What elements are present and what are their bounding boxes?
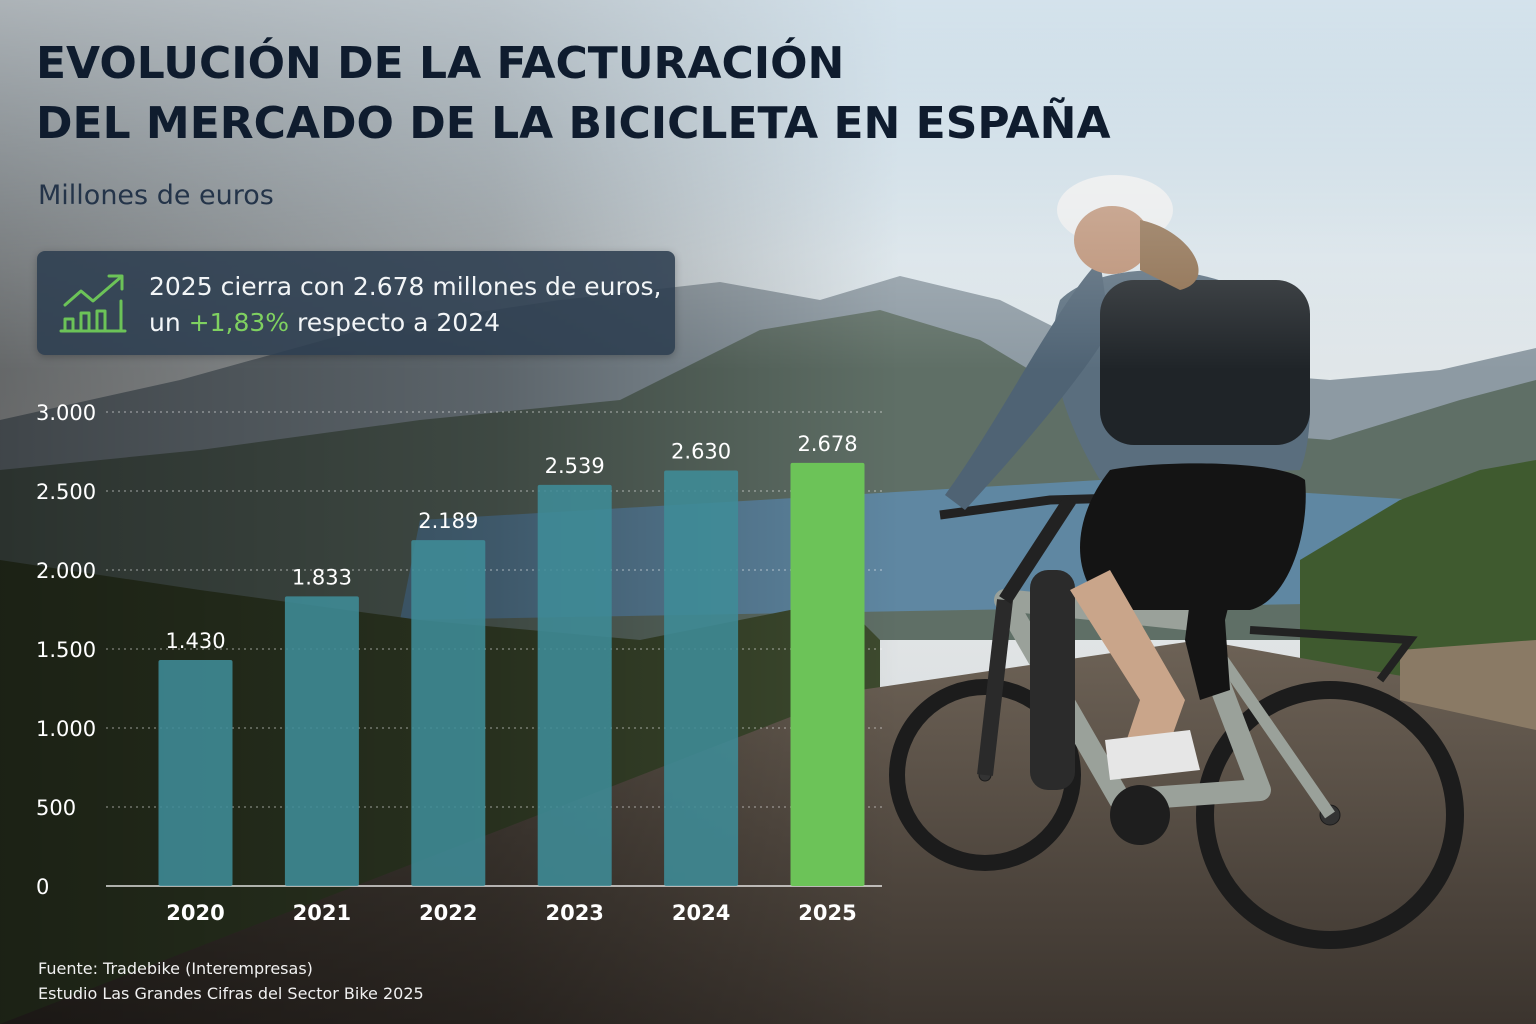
bar-2023 xyxy=(537,484,612,886)
value-label-2024: 2.630 xyxy=(671,439,731,463)
callout-line-1: 2025 cierra con 2.678 millones de euros, xyxy=(149,272,662,301)
x-tick-label-2025: 2025 xyxy=(798,901,856,925)
x-tick-label-2021: 2021 xyxy=(293,901,351,925)
callout-line-2: un +1,83% respecto a 2024 xyxy=(149,305,669,341)
y-tick-label: 2.000 xyxy=(36,559,96,583)
callout-text: 2025 cierra con 2.678 millones de euros,… xyxy=(149,269,669,341)
source-line-2: Estudio Las Grandes Cifras del Sector Bi… xyxy=(38,984,424,1003)
y-tick-label: 0 xyxy=(36,875,49,899)
bar-2024 xyxy=(664,470,739,886)
page-title: EVOLUCIÓN DE LA FACTURACIÓN DEL MERCADO … xyxy=(36,34,1111,154)
growth-chart-icon xyxy=(59,274,127,333)
bar-2020 xyxy=(158,660,233,886)
summary-callout: 2025 cierra con 2.678 millones de euros,… xyxy=(37,251,675,355)
y-tick-label: 2.500 xyxy=(36,480,96,504)
callout-line-2-prefix: un xyxy=(149,308,189,337)
value-label-2022: 2.189 xyxy=(418,509,478,533)
x-tick-label-2024: 2024 xyxy=(672,901,730,925)
y-tick-label: 500 xyxy=(36,796,76,820)
value-label-2025: 2.678 xyxy=(797,432,857,456)
x-tick-label-2020: 2020 xyxy=(166,901,224,925)
value-label-2023: 2.539 xyxy=(545,454,605,478)
title-line-2: DEL MERCADO DE LA BICICLETA EN ESPAÑA xyxy=(36,98,1111,149)
bar-2022 xyxy=(411,540,486,886)
stone-wall xyxy=(1400,640,1536,730)
y-tick-label: 3.000 xyxy=(36,401,96,425)
bar-chart: 0 500 1.000 1.500 2.000 2.500 3.000 1.430 2020 1.… xyxy=(36,401,882,925)
x-tick-label-2023: 2023 xyxy=(545,901,603,925)
subtitle: Millones de euros xyxy=(38,180,274,211)
source-line-1: Fuente: Tradebike (Interempresas) xyxy=(38,959,313,978)
value-label-2020: 1.430 xyxy=(165,629,225,653)
source-note: Fuente: Tradebike (Interempresas) Estudi… xyxy=(38,956,424,1006)
callout-line-2-suffix: respecto a 2024 xyxy=(289,308,501,337)
y-tick-label: 1.000 xyxy=(36,717,96,741)
x-tick-label-2022: 2022 xyxy=(419,901,477,925)
bar-2025 xyxy=(790,462,865,886)
y-tick-label: 1.500 xyxy=(36,638,96,662)
title-line-1: EVOLUCIÓN DE LA FACTURACIÓN xyxy=(36,38,845,89)
bar-2021 xyxy=(284,596,359,886)
value-label-2021: 1.833 xyxy=(292,565,352,589)
growth-percentage: +1,83% xyxy=(188,308,290,337)
